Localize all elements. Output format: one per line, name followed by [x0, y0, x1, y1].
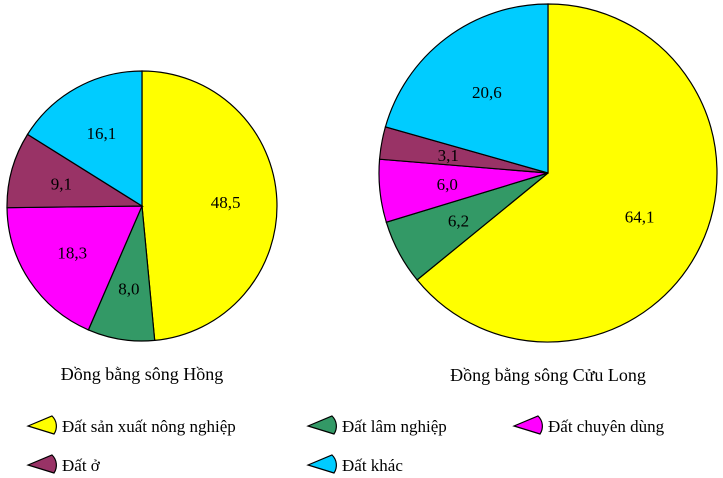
pie-slice-dbsh-0: [141, 70, 278, 342]
legend-marker-3: [26, 454, 57, 474]
legend-label-3: Đất ở: [62, 456, 101, 475]
pie-label-dbscl-2: 6,0: [437, 175, 458, 194]
pie-label-dbsh-3: 9,1: [51, 174, 72, 193]
pie-title-dbsh: Đồng bằng sông Hồng: [61, 364, 224, 384]
legend-marker-1: [306, 415, 337, 435]
legend-label-1: Đất lâm nghiệp: [342, 417, 447, 436]
pie-label-dbscl-1: 6,2: [448, 212, 469, 231]
legend-label-4: Đất khác: [342, 456, 403, 475]
pie-slice-dbsh-2: [6, 205, 143, 331]
pie-label-dbsh-0: 48,5: [211, 193, 241, 212]
pie-title-dbscl: Đồng bằng sông Cửu Long: [450, 365, 646, 385]
legend-label-2: Đất chuyên dùng: [548, 417, 665, 436]
legend-marker-4: [306, 454, 337, 474]
legend-marker-2: [512, 415, 543, 435]
pie-label-dbsh-2: 18,3: [57, 243, 87, 262]
pie-label-dbscl-3: 3,1: [438, 146, 459, 165]
pie-label-dbsh-1: 8,0: [118, 280, 139, 299]
pie-dbscl: 64,1 6,2 6,0 3,1 20,6: [378, 3, 718, 343]
pie-label-dbscl-0: 64,1: [625, 208, 655, 227]
legend-label-0: Đất sản xuất nông nghiệp: [62, 417, 236, 436]
pie-label-dbscl-4: 20,6: [472, 83, 502, 102]
pie-slice-dbscl-4: [384, 3, 549, 174]
pie-slice-dbsh-4: [26, 70, 143, 208]
legend-marker-0: [26, 415, 57, 435]
pie-dbsh: 48,5 8,0 18,3 9,1 16,1: [6, 70, 278, 342]
pie-label-dbsh-4: 16,1: [87, 124, 117, 143]
legend: Đất sản xuất nông nghiệp Đất lâm nghiệp Đấ…: [26, 415, 665, 475]
pie-slice-dbscl-0: [416, 3, 718, 343]
